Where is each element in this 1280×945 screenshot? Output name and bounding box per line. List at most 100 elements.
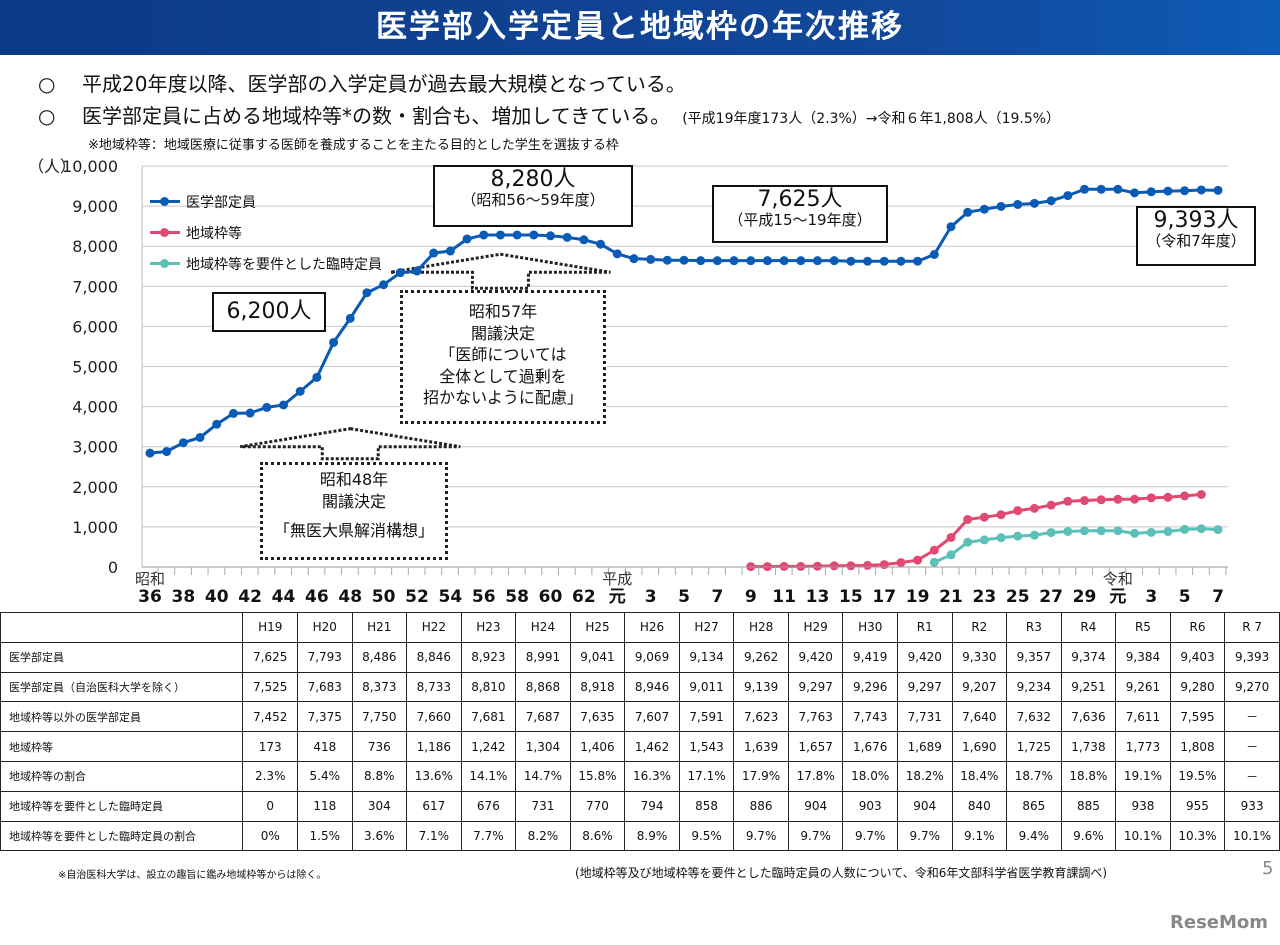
annotation-2003-2007: 7,625人 （平成15～19年度） xyxy=(712,185,888,243)
row-label: 地域枠等を要件とした臨時定員 xyxy=(0,790,244,822)
data-point xyxy=(212,419,222,429)
table-cell: 886 xyxy=(733,790,789,822)
table-cell: 9,207 xyxy=(951,671,1008,703)
arrow-shape xyxy=(390,252,611,290)
data-point xyxy=(646,254,656,264)
table-cell: 14.7% xyxy=(515,760,571,792)
table-cell: 9,262 xyxy=(733,641,789,673)
table-cell: 9.7% xyxy=(733,820,789,852)
data-point xyxy=(662,255,672,265)
column-header: H27 xyxy=(678,612,735,643)
table-cell: 9,420 xyxy=(896,641,953,673)
data-point xyxy=(279,400,288,410)
x-tick-label: 52 xyxy=(405,587,429,607)
table-cell: 9,393 xyxy=(1224,641,1280,673)
table-cell: 1,725 xyxy=(1006,731,1062,762)
data-point xyxy=(1146,493,1156,503)
column-header: R2 xyxy=(951,612,1008,643)
table-cell: 118 xyxy=(297,790,353,822)
table-cell: 8,846 xyxy=(406,641,462,673)
data-point xyxy=(1013,506,1023,516)
x-tick-label: 元 xyxy=(1109,587,1126,607)
data-point xyxy=(929,545,939,555)
data-point xyxy=(1113,526,1123,536)
annotation-1973: 6,200人 xyxy=(212,292,326,332)
footnote-right: (地域枠等及び地域枠等を要件とした臨時定員の人数について、令和6年文部科学省医学… xyxy=(575,866,1108,880)
table-cell: 304 xyxy=(351,790,408,822)
table-cell: 9.4% xyxy=(1006,820,1062,852)
data-point xyxy=(979,204,989,214)
column-header: H19 xyxy=(242,612,298,643)
data-point xyxy=(1180,186,1190,196)
table-cell: 794 xyxy=(624,790,680,822)
table-cell: 8.8% xyxy=(351,760,408,792)
table-cell: 9,296 xyxy=(842,671,898,703)
table-header-row: H19 H20 H21 H22 H23 H24 H25 H26 H27 H28 H29 H30 R1 R2… xyxy=(0,612,1280,643)
x-tick-label: 11 xyxy=(772,587,796,607)
table-cell: 8,810 xyxy=(460,671,517,703)
data-point xyxy=(696,256,706,266)
data-point xyxy=(1180,491,1190,501)
table-cell: 1.5% xyxy=(297,820,353,852)
data-point xyxy=(863,256,873,266)
table-cell: 0% xyxy=(242,820,298,852)
data-point xyxy=(979,512,989,522)
data-point xyxy=(896,256,906,266)
x-tick-label: 36 xyxy=(138,587,162,607)
table-cell: 9,069 xyxy=(624,641,680,673)
column-header: H23 xyxy=(460,612,517,643)
data-point xyxy=(1080,526,1089,536)
row-label: 地域枠等 xyxy=(0,731,244,762)
series-line xyxy=(933,527,1219,564)
y-tick-label: 9,000 xyxy=(72,197,118,216)
table-cell: 7,687 xyxy=(515,701,571,733)
legend-item: 地域枠等を要件とした臨時定員 xyxy=(150,248,382,279)
table-cell: 9,403 xyxy=(1169,641,1226,673)
x-tick-label: 7 xyxy=(711,587,723,607)
table-cell: 9,280 xyxy=(1169,671,1226,703)
data-point xyxy=(1130,188,1140,198)
series-line xyxy=(750,493,1202,569)
table-cell: 7,750 xyxy=(351,701,408,733)
table-cell: 2.3% xyxy=(242,760,298,792)
table-cell: 7,763 xyxy=(787,701,844,733)
data-point xyxy=(228,408,238,418)
x-tick-label: 元 xyxy=(609,587,626,607)
table-row: 地域枠等を要件とした臨時定員 0 118 304 617 676 731 770 794 858 8… xyxy=(0,790,1280,822)
table-cell: 7,681 xyxy=(460,701,517,733)
data-point xyxy=(979,535,989,545)
table-cell: 1,462 xyxy=(624,731,680,762)
table-cell: 7,595 xyxy=(1169,701,1226,733)
data-point xyxy=(879,256,889,266)
table-cell: 885 xyxy=(1060,790,1117,822)
table-cell: 865 xyxy=(1006,790,1062,822)
column-header: R 7 xyxy=(1224,612,1280,643)
table-cell: 9,330 xyxy=(951,641,1008,673)
table-cell: 10.1% xyxy=(1115,820,1171,852)
table-cell: 7,375 xyxy=(297,701,353,733)
data-point xyxy=(679,255,689,265)
table-cell: 7,743 xyxy=(842,701,898,733)
data-point xyxy=(1146,527,1156,537)
table-cell: 7,731 xyxy=(896,701,953,733)
era-label: 平成 xyxy=(602,570,632,588)
data-point xyxy=(946,532,956,542)
data-point xyxy=(579,235,589,245)
data-point xyxy=(746,256,756,266)
data-point xyxy=(1130,494,1140,504)
y-axis-unit: （人） xyxy=(28,157,76,176)
data-point xyxy=(329,337,339,347)
data-point xyxy=(462,234,472,244)
era-label: 令和 xyxy=(1103,570,1133,588)
table-cell: 736 xyxy=(351,731,408,762)
y-tick-label: 6,000 xyxy=(72,317,118,336)
table-cell: 8.6% xyxy=(569,820,626,852)
table-row: 地域枠等を要件とした臨時定員の割合 0% 1.5% 3.6% 7.1% 7.7% 8.2% 8… xyxy=(0,820,1280,852)
table-cell: 16.3% xyxy=(624,760,680,792)
table-cell: 7,611 xyxy=(1115,701,1171,733)
data-point xyxy=(1063,496,1073,506)
x-tick-label: 27 xyxy=(1039,587,1063,607)
data-point xyxy=(913,555,923,565)
column-header: R6 xyxy=(1169,612,1226,643)
table-cell: 19.5% xyxy=(1169,760,1226,792)
